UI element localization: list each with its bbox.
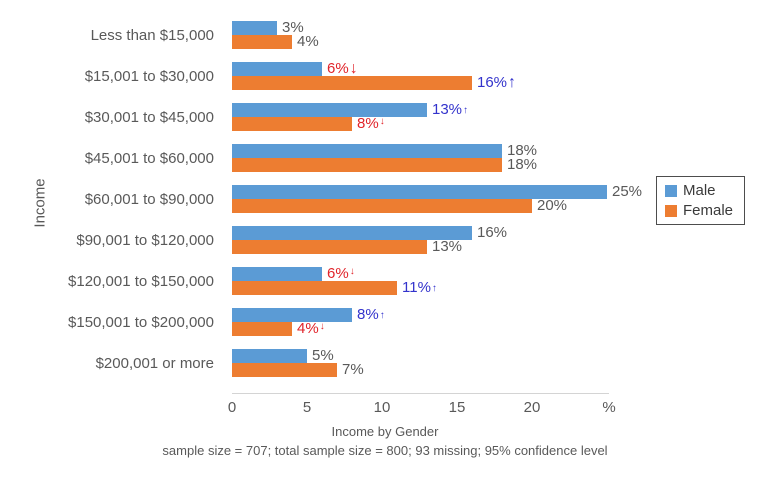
data-label: 6%↓ bbox=[327, 265, 355, 282]
data-label: 4% bbox=[297, 33, 319, 50]
data-label: 5% bbox=[312, 347, 334, 364]
bar-female[interactable] bbox=[232, 199, 532, 213]
chart-footnote: sample size = 707; total sample size = 8… bbox=[162, 443, 608, 458]
x-tick-label: 10 bbox=[373, 399, 391, 416]
data-label: 13%↑ bbox=[432, 101, 469, 118]
bar-female[interactable] bbox=[232, 281, 397, 295]
bar-female[interactable] bbox=[232, 158, 502, 172]
category-label: $30,001 to $45,000 bbox=[84, 108, 214, 126]
category-label: Less than $15,000 bbox=[90, 26, 214, 44]
data-label: 7% bbox=[342, 361, 364, 378]
significance-arrow-up-icon: ↑ bbox=[431, 283, 437, 294]
data-label: 4%↓ bbox=[297, 320, 325, 337]
category-label: $90,001 to $120,000 bbox=[76, 231, 214, 249]
bar-female[interactable] bbox=[232, 322, 292, 336]
legend-box: Male Female bbox=[656, 176, 746, 225]
category-label: $120,001 to $150,000 bbox=[68, 272, 214, 290]
data-label: 13% bbox=[432, 238, 463, 255]
category-label: $15,001 to $30,000 bbox=[84, 67, 214, 85]
significance-arrow-up-icon: ↑ bbox=[379, 310, 385, 321]
x-axis-unit: % bbox=[602, 399, 616, 416]
bar-male[interactable] bbox=[232, 308, 352, 322]
x-tick-label: 20 bbox=[523, 399, 541, 416]
chart-title: Income by Gender bbox=[331, 424, 439, 439]
category-label: $45,001 to $60,000 bbox=[84, 149, 214, 167]
x-tick-label: 0 bbox=[227, 399, 237, 416]
significance-arrow-down-icon: ↓ bbox=[349, 266, 355, 277]
legend-item-male[interactable]: Male bbox=[665, 182, 733, 199]
category-label: $200,001 or more bbox=[95, 354, 214, 372]
x-tick-label: 5 bbox=[302, 399, 312, 416]
legend-item-female[interactable]: Female bbox=[665, 202, 733, 219]
data-label: 8%↑ bbox=[357, 306, 385, 323]
significance-arrow-up-icon: ↑ bbox=[508, 74, 517, 91]
data-label: 16%↑ bbox=[477, 74, 517, 91]
category-label: $150,001 to $200,000 bbox=[68, 313, 214, 331]
bar-female[interactable] bbox=[232, 35, 292, 49]
bar-male[interactable] bbox=[232, 144, 502, 158]
data-label: 8%↓ bbox=[357, 115, 385, 132]
bar-female[interactable] bbox=[232, 76, 472, 90]
data-label: 25% bbox=[612, 183, 643, 200]
x-tick-label: 15 bbox=[448, 399, 466, 416]
data-label: 6%↓ bbox=[327, 60, 358, 77]
bar-male[interactable] bbox=[232, 62, 322, 76]
data-label: 3% bbox=[282, 19, 304, 36]
bar-male[interactable] bbox=[232, 267, 322, 281]
legend-swatch-icon bbox=[665, 184, 677, 197]
bar-female[interactable] bbox=[232, 240, 427, 254]
significance-arrow-up-icon: ↑ bbox=[463, 105, 469, 116]
data-label: 11%↑ bbox=[402, 279, 437, 296]
significance-arrow-down-icon: ↓ bbox=[349, 60, 358, 77]
data-label: 18% bbox=[507, 156, 538, 173]
significance-arrow-down-icon: ↓ bbox=[379, 116, 385, 127]
category-label: $60,001 to $90,000 bbox=[84, 190, 214, 208]
bar-male[interactable] bbox=[232, 349, 307, 363]
legend-label: Male bbox=[683, 182, 716, 199]
bar-male[interactable] bbox=[232, 21, 277, 35]
legend-swatch-icon bbox=[665, 204, 677, 217]
data-label: 20% bbox=[537, 197, 568, 214]
x-axis-line bbox=[232, 393, 609, 394]
bar-female[interactable] bbox=[232, 117, 352, 131]
bar-male[interactable] bbox=[232, 226, 472, 240]
bar-male[interactable] bbox=[232, 103, 427, 117]
bar-female[interactable] bbox=[232, 363, 337, 377]
legend-label: Female bbox=[683, 202, 734, 219]
significance-arrow-down-icon: ↓ bbox=[319, 321, 325, 332]
data-label: 18% bbox=[507, 142, 538, 159]
bar-male[interactable] bbox=[232, 185, 607, 199]
data-label: 16% bbox=[477, 224, 508, 241]
